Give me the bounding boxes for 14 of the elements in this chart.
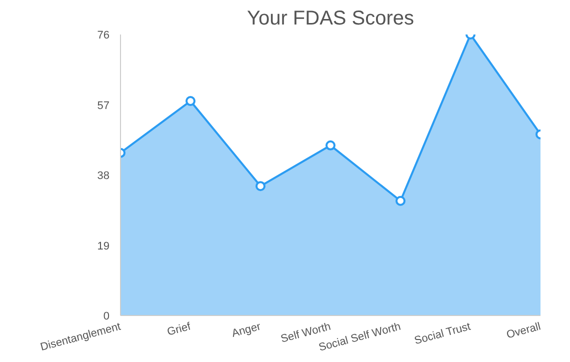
- chart-title: Your FDAS Scores: [246, 8, 414, 30]
- x-tick-label: Anger: [230, 320, 262, 340]
- y-tick-label: 76: [97, 30, 110, 42]
- y-tick-label: 19: [97, 240, 110, 252]
- x-tick-label: Social Trust: [413, 320, 472, 348]
- y-tick-label: 57: [97, 100, 110, 112]
- point: [256, 181, 266, 192]
- x-tick-label: Overall: [505, 320, 542, 342]
- y-tick-label: 38: [97, 170, 110, 182]
- x-tick-label: Grief: [166, 320, 193, 338]
- y-tick-label: 0: [103, 310, 110, 322]
- point: [326, 140, 336, 150]
- point: [186, 96, 196, 106]
- point: [396, 196, 406, 206]
